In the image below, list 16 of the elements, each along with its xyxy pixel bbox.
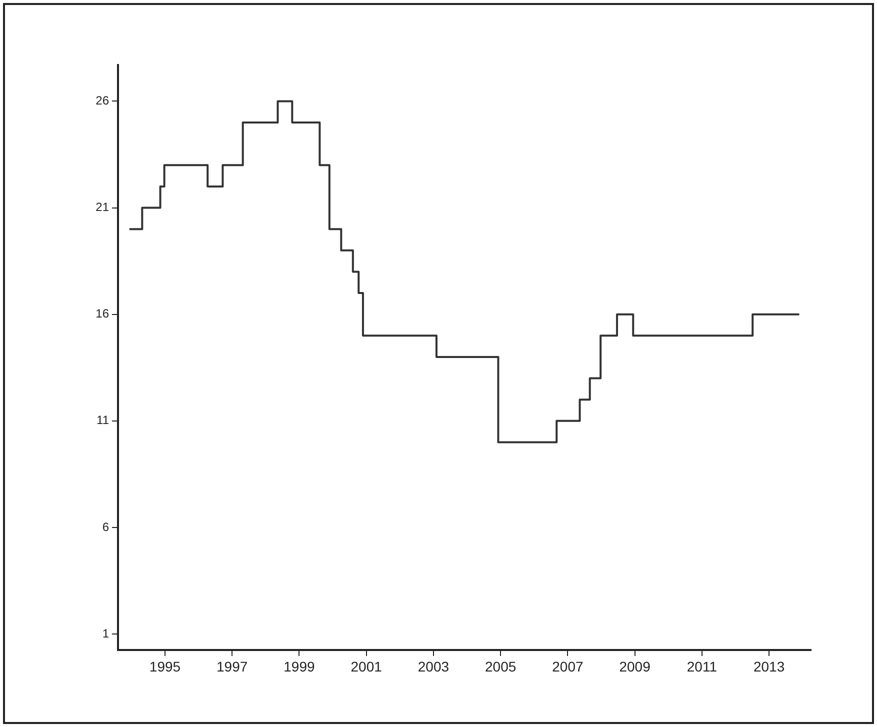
x-tick-label: 1997: [216, 658, 248, 674]
x-tick-label: 1995: [149, 658, 181, 674]
x-tick-label: 2009: [619, 658, 651, 674]
x-tick-label: 2007: [552, 658, 584, 674]
y-tick-label: 11: [96, 413, 110, 428]
x-tick-label: 2011: [686, 658, 718, 674]
x-tick-label: 2013: [753, 658, 785, 674]
x-tick-label: 1999: [284, 658, 315, 674]
x-tick-label: 2001: [350, 658, 382, 674]
x-tick-label: 2005: [485, 658, 516, 674]
y-tick-label: 16: [96, 306, 110, 321]
x-tick-label: 2003: [418, 658, 450, 674]
y-tick-label: 6: [102, 520, 110, 534]
y-tick-label: 26: [96, 94, 110, 108]
y-tick-label: 21: [96, 200, 110, 214]
y-tick-label: 1: [102, 626, 110, 640]
